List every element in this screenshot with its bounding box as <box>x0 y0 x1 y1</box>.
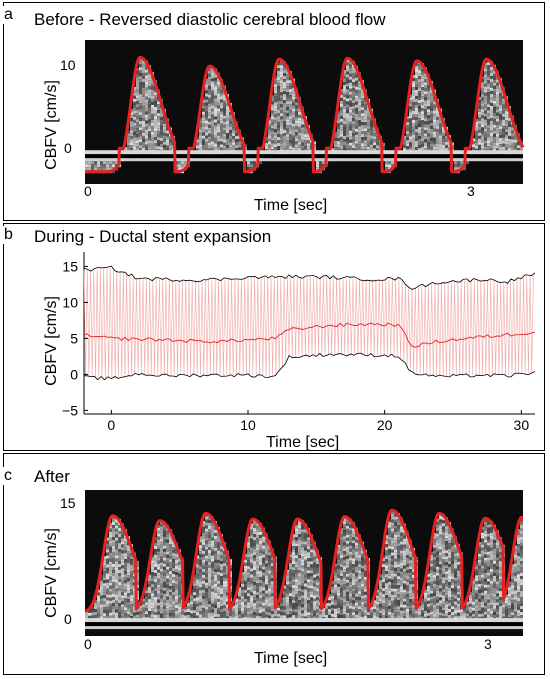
max-velocity-line <box>83 265 536 290</box>
y-tick-label-b: 10 <box>62 294 78 310</box>
cbfv-envelope-line <box>84 56 525 174</box>
mean-velocity-line <box>83 322 536 348</box>
baseline-gap <box>85 154 523 159</box>
panel-title-a: Before - Reversed diastolic cerebral blo… <box>34 10 386 29</box>
x-tick-label-b: 30 <box>514 417 530 433</box>
x-axis-label-b: Time [sec] <box>266 434 340 451</box>
baseline-band-lower <box>85 158 523 162</box>
x-tick-a-3: 3 <box>467 183 475 199</box>
x-tick-label-b: 20 <box>377 417 393 433</box>
x-tick-c-3: 3 <box>484 636 492 652</box>
x-tick-c-0: 0 <box>84 636 92 652</box>
min-velocity-line <box>83 352 536 381</box>
y-tick-label-b: 0 <box>70 366 78 382</box>
panel-c: c After CBFV [cm/s] Time [sec] 15 0 0 3 <box>3 453 545 675</box>
chart-a-canvas <box>84 40 525 184</box>
panel-title-c: After <box>34 467 70 486</box>
baseline-gap <box>85 622 523 627</box>
x-axis-label-a: Time [sec] <box>254 197 328 214</box>
x-tick-label-b: 0 <box>107 417 115 433</box>
baseline-band-upper <box>85 618 523 623</box>
panel-title-b: During - Ductal stent expansion <box>34 227 272 246</box>
panel-letter-c: c <box>3 467 13 485</box>
y-tick-a-0: 0 <box>64 140 72 156</box>
panel-a: a Before - Reversed diastolic cerebral b… <box>3 2 545 221</box>
x-axis-label-c: Time [sec] <box>254 650 328 667</box>
y-tick-c-0: 0 <box>64 611 72 627</box>
y-tick-label-b: 5 <box>70 330 78 346</box>
baseline-band-lower <box>85 626 523 630</box>
x-tick-label-b: 10 <box>240 417 256 433</box>
cbfv-envelope-line <box>84 508 524 613</box>
y-axis-label-b: CBFV [cm/s] <box>43 296 60 386</box>
panel-letter-b: b <box>3 226 14 244</box>
x-tick-a-0: 0 <box>84 183 92 199</box>
chart-c-canvas <box>84 490 524 636</box>
y-tick-label-b: 15 <box>62 258 78 274</box>
y-tick-label-b: −5 <box>62 402 78 418</box>
beat-trace-series <box>83 267 534 379</box>
y-tick-c-15: 15 <box>60 495 76 511</box>
y-axis-label-a: CBFV [cm/s] <box>43 80 60 170</box>
baseline-band-upper <box>85 150 523 155</box>
y-tick-a-10: 10 <box>60 57 76 73</box>
panel-b: −5 0 5 10 15 0 10 20 30 b During - Ductal stent … <box>3 223 545 451</box>
y-axis-label-c: CBFV [cm/s] <box>43 528 60 618</box>
panel-letter-a: a <box>3 6 14 24</box>
chart-b-canvas: −5 0 5 10 15 0 10 20 30 <box>62 252 536 433</box>
